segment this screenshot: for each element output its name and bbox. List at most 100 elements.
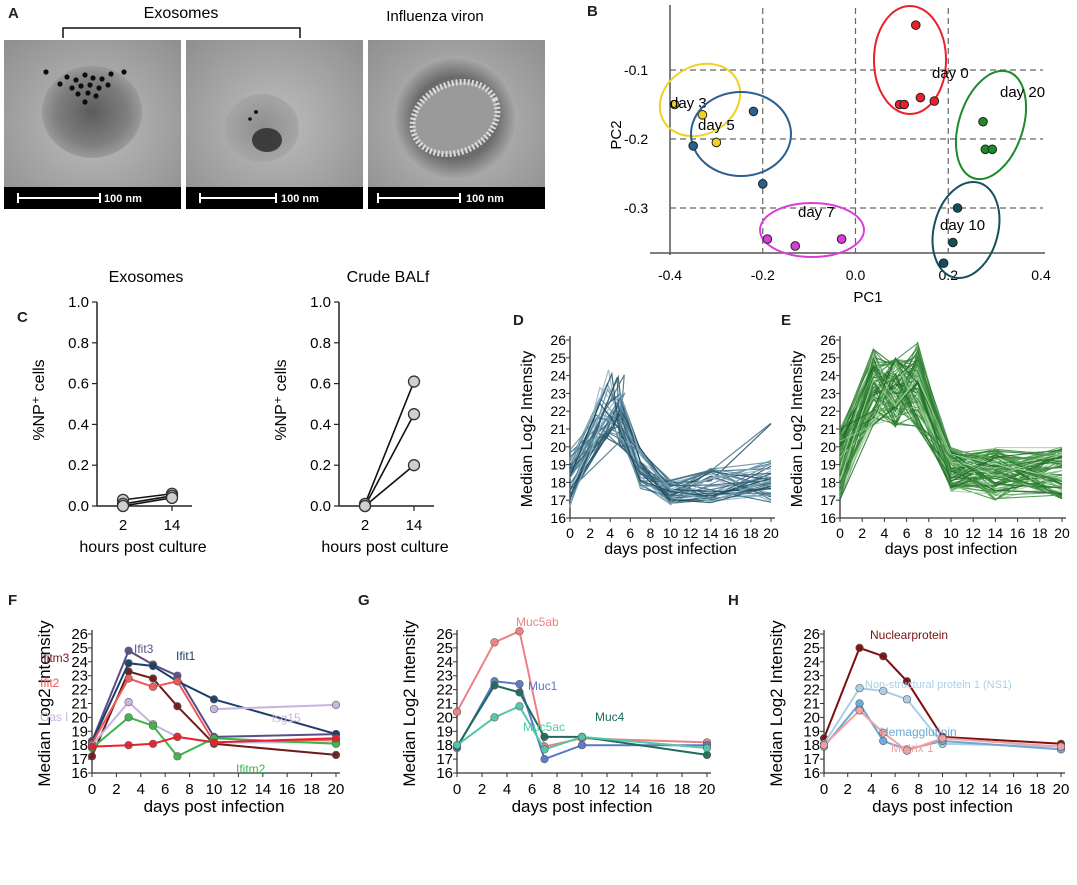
data-point [879, 686, 888, 696]
y-tick-label: 24 [820, 368, 836, 384]
y-axis-label: Median Log2 Intensity [35, 620, 54, 787]
data-point [331, 734, 341, 743]
series-line [364, 381, 415, 505]
gold-particle [64, 74, 70, 80]
y-tick-label: 26 [550, 332, 566, 348]
x-tick-label: 8 [925, 525, 933, 541]
pca-group-ellipse [954, 69, 1028, 181]
x-tick-label: 16 [1010, 525, 1026, 541]
y-axis-label: %NP⁺ cells [31, 359, 48, 440]
pca-point [987, 144, 998, 155]
y-tick-label: 16 [436, 765, 453, 782]
pca-point [688, 141, 698, 151]
series-line [122, 497, 173, 507]
y-tick-label: 16 [803, 765, 820, 782]
data-point [407, 408, 421, 421]
data-point [855, 699, 864, 708]
x-tick-label: 8 [185, 781, 193, 798]
gold-particle [93, 93, 99, 99]
y-tick-label: 19 [803, 723, 820, 740]
y-tick-label: 24 [550, 368, 566, 384]
series-label: Non-structural protein 1 (NS1) [865, 679, 1012, 691]
x-tick-label: 14 [624, 781, 641, 798]
y-tick-label: 16 [550, 510, 566, 526]
x-tick-label: 18 [743, 525, 759, 541]
data-point [515, 702, 524, 711]
crude-balf-np-chart: Crude BALf 0.0 0.2 0.4 0.6 0.8 1.0 2 14 hours pos… [273, 269, 449, 556]
x-tick-label: 8 [647, 525, 655, 541]
data-point [702, 743, 712, 753]
pca-point [748, 106, 759, 117]
data-point [879, 736, 888, 746]
profile-line [569, 425, 772, 504]
data-point [116, 499, 130, 513]
y-tick-label: 0.6 [310, 376, 331, 393]
pca-point [938, 258, 949, 269]
pca-point [697, 110, 708, 120]
series-label: Ifitm3 [40, 651, 70, 665]
data-point [87, 752, 97, 761]
series-line [456, 705, 708, 751]
series-label: Nuclearprotein [870, 628, 948, 642]
y-axis-label: Median Log2 Intensity [519, 351, 536, 508]
x-tick-label: 4 [606, 525, 614, 541]
profile-line [839, 366, 1063, 495]
profile-line [569, 392, 772, 505]
data-point [124, 741, 133, 750]
data-point [515, 679, 524, 689]
series-label: Muc5ab [516, 615, 559, 629]
y-tick-label: 0.6 [68, 376, 89, 393]
pca-y-tick-label: -0.1 [624, 62, 648, 78]
series-label: Ifitm2 [236, 762, 266, 776]
data-point [540, 732, 549, 741]
pca-point [899, 99, 909, 110]
y-tick-label: 19 [550, 457, 566, 473]
y-tick-label: 0.4 [310, 416, 331, 433]
pca-point [762, 234, 773, 244]
y-tick-label: 21 [803, 696, 820, 713]
x-tick-label: 2 [119, 517, 127, 534]
x-tick-label: 20 [1053, 781, 1070, 798]
pca-group-ellipse [690, 91, 792, 177]
profile-line [839, 355, 1063, 484]
data-point [209, 704, 219, 714]
series-label: Hemagglutinin [880, 725, 957, 739]
data-point [855, 706, 864, 715]
y-tick-label: 18 [803, 737, 820, 754]
y-tick-label: 0.8 [310, 335, 331, 352]
pca-group-label: day 5 [698, 117, 735, 134]
y-tick-label: 22 [820, 403, 836, 419]
x-axis-label: days post infection [872, 797, 1013, 816]
series-label: Ifit1 [176, 649, 196, 663]
data-point [452, 741, 462, 750]
data-point [452, 707, 462, 716]
y-tick-label: 17 [550, 492, 566, 508]
x-axis-label: days post infection [604, 541, 737, 558]
gold-particle [69, 85, 75, 91]
y-tick-label: 18 [550, 474, 566, 490]
gold-particle [75, 91, 81, 97]
x-tick-label: 10 [934, 781, 951, 798]
pca-point [757, 179, 768, 189]
series-line [91, 735, 337, 748]
x-tick-label: 2 [858, 525, 866, 541]
data-point [540, 745, 549, 754]
gold-particle [82, 72, 88, 78]
data-point [902, 746, 912, 755]
y-tick-label: 26 [71, 626, 88, 643]
y-tick-label: 25 [803, 640, 820, 657]
data-point [124, 659, 133, 668]
x-tick-label: 6 [903, 525, 911, 541]
y-tick-label: 18 [820, 474, 836, 490]
profile-line [569, 413, 772, 490]
x-tick-label: 14 [988, 525, 1004, 541]
profile-line [569, 393, 772, 506]
x-tick-label: 10 [943, 525, 959, 541]
y-tick-label: 20 [71, 709, 88, 726]
y-tick-label: 20 [803, 709, 820, 726]
pca-x-axis-label: PC1 [853, 289, 882, 306]
panel-letter-d: D [513, 312, 524, 329]
pca-x-tick-label: -0.4 [658, 267, 682, 283]
